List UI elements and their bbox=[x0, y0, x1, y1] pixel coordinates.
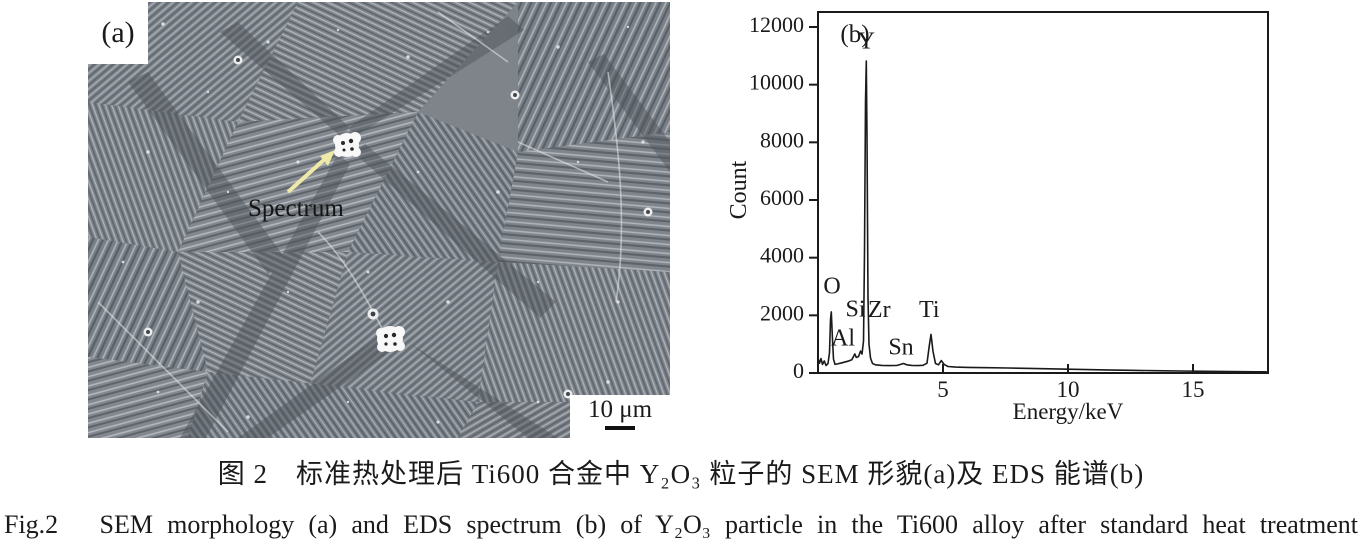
peak-label-O: O bbox=[823, 273, 840, 299]
sem-texture bbox=[88, 2, 670, 438]
sem-panel: Spectrum (a) 10 μm bbox=[88, 2, 670, 438]
caption-english: Fig.2 SEM morphology (a) and EDS spectru… bbox=[4, 510, 1358, 539]
eds-chart: Count Energy/keV (b) 0 2000 4000 6000 8000 10… bbox=[726, 11, 1269, 424]
spectrum-arrow bbox=[286, 150, 335, 194]
y-tick-label: 0 bbox=[793, 358, 804, 383]
eds-curve bbox=[817, 60, 1267, 373]
plot-border bbox=[817, 11, 1269, 374]
y2o3-particle-1 bbox=[333, 132, 361, 157]
sem-image: Spectrum bbox=[88, 2, 670, 438]
x-axis-label: Energy/keV bbox=[1013, 399, 1124, 424]
y-tick-label: 10000 bbox=[749, 70, 804, 95]
y2o3-particle-2 bbox=[376, 326, 405, 352]
y-tick-label: 12000 bbox=[749, 12, 804, 37]
peak-label-Ti: Ti bbox=[919, 297, 940, 323]
ring-particles bbox=[143, 55, 653, 399]
caption-chinese: 图 2 标准热处理后 Ti600 合金中 Y₂O₃ 粒子的 SEM 形貌(a)及… bbox=[217, 459, 1145, 489]
scale-bar-label: 10 μm bbox=[587, 396, 653, 423]
peak-label-Y: Y bbox=[858, 28, 875, 54]
x-tick-label: 5 bbox=[937, 377, 949, 402]
eds-panel: Count Energy/keV (b) 0 2000 4000 6000 8000 10… bbox=[700, 0, 1362, 440]
y-axis-label: Count bbox=[726, 160, 752, 219]
scale-bar-box: 10 μm bbox=[570, 395, 670, 438]
panel-b-label: (b) bbox=[840, 21, 869, 48]
spectrum-annotation: Spectrum bbox=[248, 195, 344, 222]
y-tick-label: 4000 bbox=[760, 243, 804, 268]
y-tick-label: 8000 bbox=[760, 127, 804, 152]
peak-label-Zr: Zr bbox=[868, 297, 891, 323]
y-tick-label: 6000 bbox=[760, 185, 804, 210]
peak-label-Al: Al bbox=[831, 325, 855, 351]
peak-label-Sn: Sn bbox=[888, 335, 913, 361]
x-tick-label: 15 bbox=[1182, 377, 1205, 402]
panel-a-label: (a) bbox=[88, 2, 148, 64]
x-tick-label: 10 bbox=[1057, 377, 1080, 402]
peak-label-Si: Si bbox=[845, 297, 865, 323]
y-tick-label: 2000 bbox=[760, 300, 804, 325]
scale-bar bbox=[605, 426, 635, 430]
